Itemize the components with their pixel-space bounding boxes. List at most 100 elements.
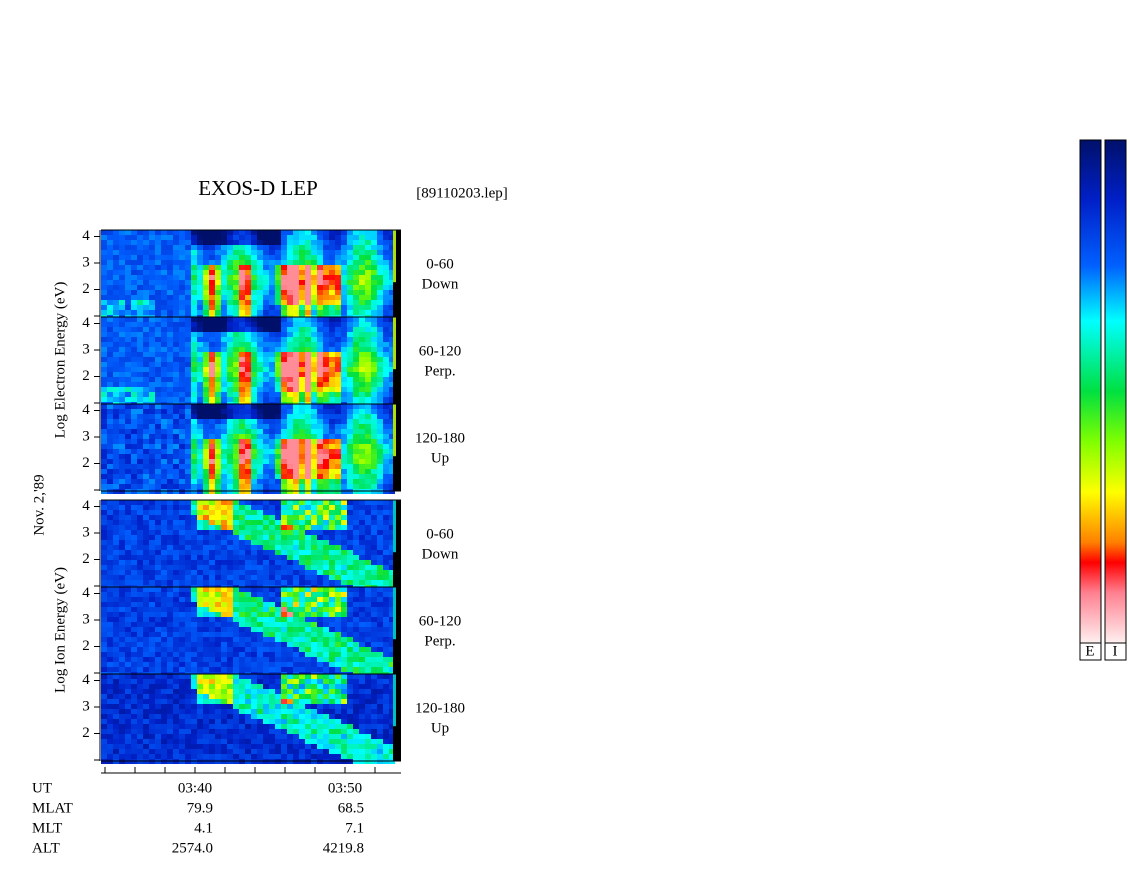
- spectrogram-cell: [383, 570, 389, 575]
- spectrogram-cell: [155, 387, 161, 392]
- spectrogram-cell: [167, 607, 173, 612]
- spectrogram-cell: [137, 367, 143, 372]
- spectrogram-cell: [347, 484, 353, 489]
- spectrogram-cell: [371, 367, 377, 372]
- spectrogram-cell: [131, 632, 137, 637]
- spectrogram-cell: [173, 607, 179, 612]
- spectrogram-cell: [143, 449, 149, 454]
- spectrogram-cell: [161, 392, 167, 397]
- spectrogram-cell: [257, 749, 263, 754]
- spectrogram-cell: [353, 270, 359, 275]
- spectrogram-cell: [197, 694, 203, 699]
- spectrogram-cell: [221, 362, 227, 367]
- spectrogram-cell: [209, 662, 215, 667]
- spectrogram-cell: [143, 285, 149, 290]
- spectrogram-cell: [149, 290, 155, 295]
- spectrogram-cell: [329, 540, 335, 545]
- spectrogram-cell: [293, 607, 299, 612]
- spectrogram-cell: [293, 317, 299, 322]
- spectrogram-cell: [101, 372, 107, 377]
- spectrogram-cell: [323, 322, 329, 327]
- spectrogram-cell: [113, 530, 119, 535]
- spectrogram-cell: [221, 744, 227, 749]
- spectrogram-cell: [299, 602, 305, 607]
- spectrogram-cell: [311, 469, 317, 474]
- spectrogram-cell: [335, 290, 341, 295]
- spectrogram-cell: [275, 414, 281, 419]
- spectrogram-cell: [125, 295, 131, 300]
- spectrogram-cell: [311, 652, 317, 657]
- spectrogram-cell: [335, 637, 341, 642]
- spectrogram-cell: [275, 280, 281, 285]
- spectrogram-cell: [215, 699, 221, 704]
- spectrogram-cell: [299, 337, 305, 342]
- spectrogram-cell: [263, 409, 269, 414]
- spectrogram-cell: [329, 575, 335, 580]
- spectrogram-cell: [143, 362, 149, 367]
- spectrogram-cell: [119, 357, 125, 362]
- spectrogram-cell: [167, 464, 173, 469]
- spectrogram-cell: [377, 642, 383, 647]
- spectrogram-cell: [137, 684, 143, 689]
- spectrogram-cell: [287, 684, 293, 689]
- spectrogram-cell: [233, 515, 239, 520]
- spectrogram-cell: [227, 290, 233, 295]
- spectrogram-cell: [143, 347, 149, 352]
- spectrogram-cell: [113, 510, 119, 515]
- spectrogram-cell: [107, 280, 113, 285]
- spectrogram-cell: [281, 642, 287, 647]
- spectrogram-cell: [233, 392, 239, 397]
- spectrogram-cell: [323, 404, 329, 409]
- spectrogram-cell: [275, 332, 281, 337]
- spectrogram-cell: [107, 310, 113, 315]
- spectrogram-cell: [167, 392, 173, 397]
- spectrogram-cell: [341, 580, 347, 585]
- spectrogram-cell: [323, 525, 329, 530]
- spectrogram-cell: [269, 530, 275, 535]
- spectrogram-cell: [221, 474, 227, 479]
- spectrogram-cell: [341, 250, 347, 255]
- spectrogram-cell: [359, 597, 365, 602]
- spectrogram-cell: [275, 627, 281, 632]
- spectrogram-cell: [335, 444, 341, 449]
- spectrogram-cell: [359, 642, 365, 647]
- spectrogram-cell: [113, 357, 119, 362]
- spectrogram-cell: [227, 622, 233, 627]
- spectrogram-cell: [263, 642, 269, 647]
- spectrogram-cell: [335, 260, 341, 265]
- spectrogram-cell: [149, 679, 155, 684]
- spectrogram-cell: [347, 545, 353, 550]
- spectrogram-cell: [239, 560, 245, 565]
- spectrogram-cell: [227, 555, 233, 560]
- spectrogram-cell: [251, 642, 257, 647]
- spectrogram-cell: [353, 372, 359, 377]
- spectrogram-cell: [137, 305, 143, 310]
- spectrogram-cell: [191, 505, 197, 510]
- spectrogram-cell: [251, 699, 257, 704]
- spectrogram-cell: [227, 409, 233, 414]
- spectrogram-cell: [233, 275, 239, 280]
- spectrogram-cell: [257, 245, 263, 250]
- spectrogram-cell: [305, 515, 311, 520]
- spectrogram-cell: [269, 280, 275, 285]
- spectrogram-cell: [131, 500, 137, 505]
- spectrogram-cell: [215, 357, 221, 362]
- spectrogram-cell: [119, 550, 125, 555]
- spectrogram-cell: [275, 245, 281, 250]
- spectrogram-cell: [161, 657, 167, 662]
- spectrogram-cell: [275, 305, 281, 310]
- spectrogram-cell: [377, 317, 383, 322]
- spectrogram-cell: [161, 469, 167, 474]
- spectrogram-cell: [377, 362, 383, 367]
- spectrogram-cell: [161, 612, 167, 617]
- spectrogram-cell: [149, 530, 155, 535]
- spectrogram-cell: [209, 347, 215, 352]
- spectrogram-cell: [353, 597, 359, 602]
- spectrogram-cell: [341, 535, 347, 540]
- spectrogram-cell: [305, 342, 311, 347]
- spectrogram-cell: [323, 464, 329, 469]
- spectrogram-cell: [125, 449, 131, 454]
- spectrogram-cell: [155, 667, 161, 672]
- spectrogram-cell: [119, 602, 125, 607]
- spectrogram-cell: [131, 724, 137, 729]
